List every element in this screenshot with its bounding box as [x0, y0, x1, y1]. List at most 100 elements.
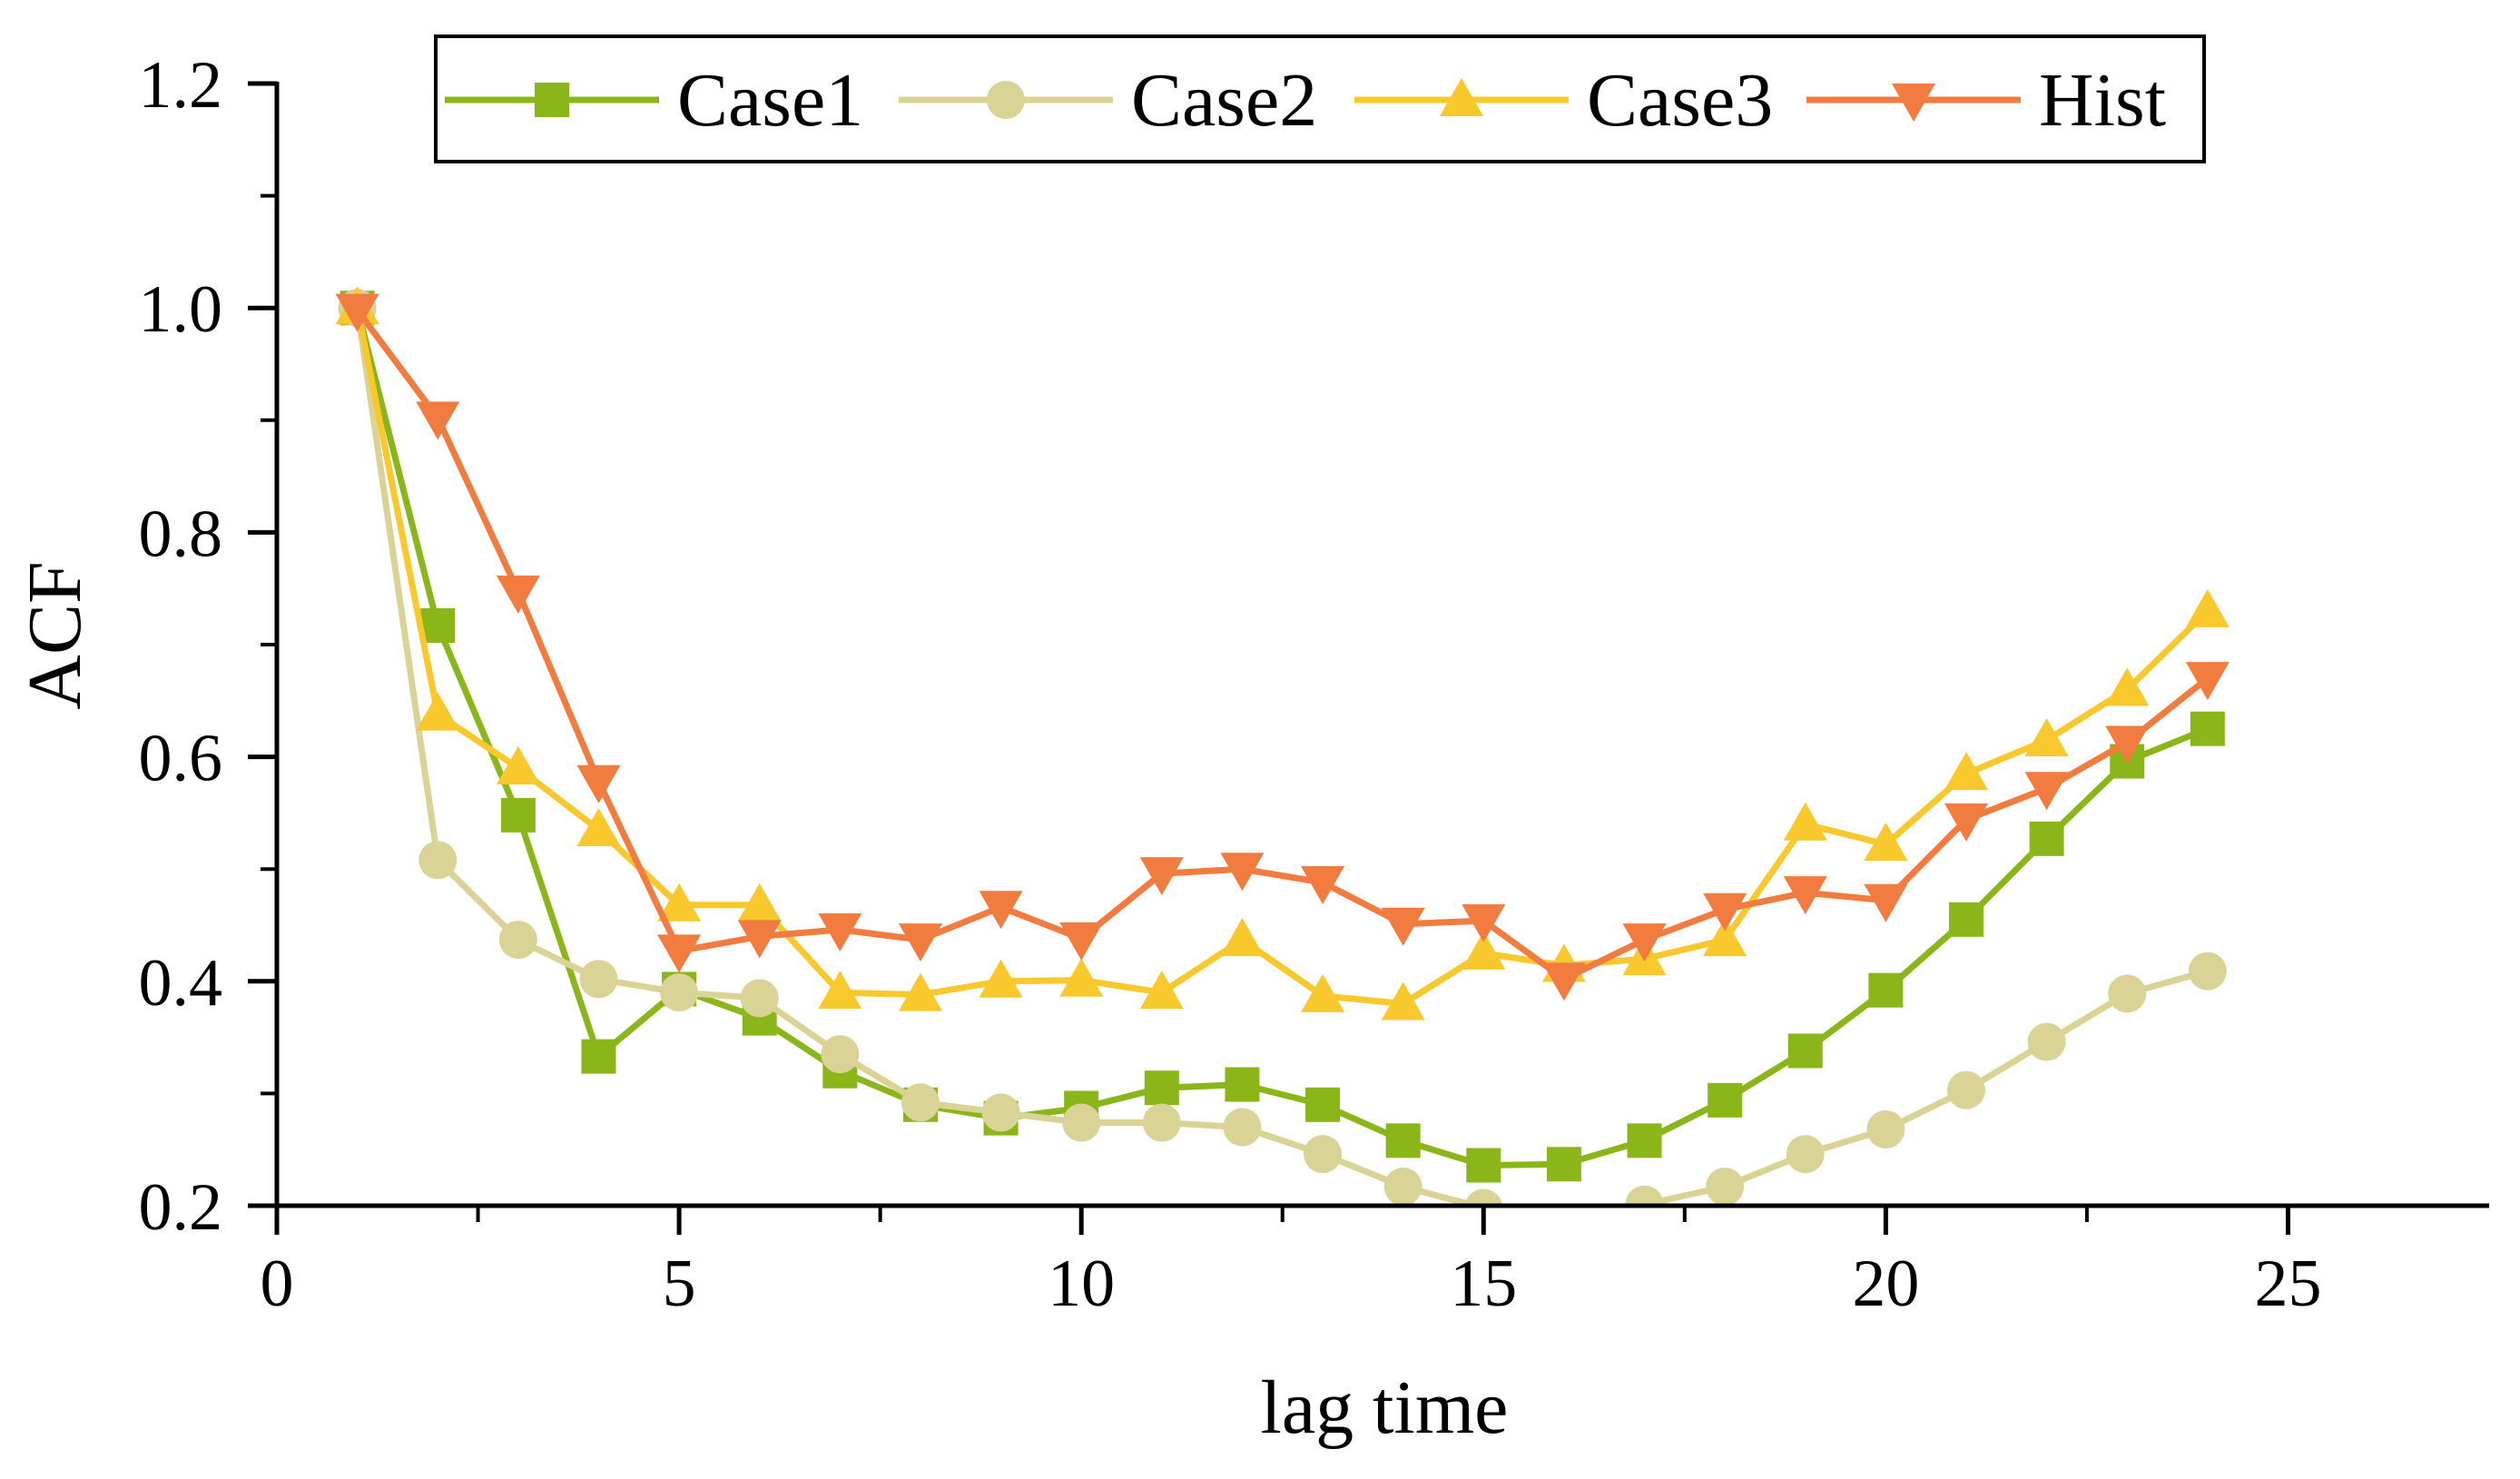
data-point-case3: [1301, 973, 1345, 1012]
data-point-case1: [1627, 1123, 1662, 1159]
data-point-case1: [1385, 1123, 1421, 1159]
data-point-hist: [1139, 857, 1184, 896]
data-point-case1: [500, 797, 536, 833]
data-point-case3: [1783, 802, 1827, 841]
data-point-case2: [1223, 1108, 1262, 1147]
data-point-case3: [1703, 918, 1747, 957]
data-point-case2: [821, 1035, 860, 1074]
data-point-case2: [1304, 1135, 1343, 1174]
y-tick-label: 1.0: [139, 272, 223, 347]
x-tick-label: 0: [261, 1247, 294, 1321]
data-point-case2: [579, 960, 618, 999]
data-point-case1: [420, 607, 456, 643]
data-point-case3: [2185, 588, 2230, 627]
y-tick-label: 1.2: [139, 48, 223, 123]
series-line-hist: [354, 308, 2210, 982]
data-point-hist: [818, 912, 862, 951]
data-point-case2: [2027, 1022, 2066, 1061]
data-point-case3: [818, 971, 862, 1010]
legend-marker: [1440, 78, 1483, 116]
data-point-case1: [1225, 1067, 1260, 1102]
data-point-case1: [1546, 1147, 1581, 1182]
data-point-case1: [1144, 1070, 1179, 1106]
data-point-hist: [1462, 904, 1506, 943]
legend-marker: [535, 83, 569, 117]
data-point-hist: [1220, 853, 1265, 892]
data-point-hist: [576, 764, 621, 804]
data-point-case2: [1545, 1215, 1583, 1253]
data-point-hist: [1059, 922, 1104, 961]
x-tick-label: 10: [1048, 1247, 1115, 1321]
y-tick-label: 0.6: [139, 722, 223, 796]
legend-label: Case3: [1587, 58, 1773, 143]
data-point-case1: [1466, 1148, 1501, 1183]
data-point-case2: [2108, 974, 2147, 1013]
data-point-case2: [740, 979, 779, 1018]
data-point-case3: [1462, 931, 1506, 970]
legend-marker: [987, 81, 1025, 119]
data-point-hist: [2185, 662, 2230, 701]
data-point-case1: [2029, 821, 2064, 856]
data-point-case2: [1786, 1135, 1825, 1174]
legend-item-hist: Hist: [1806, 58, 2166, 143]
data-point-case3: [2105, 667, 2150, 706]
legend-item-case1: Case1: [445, 58, 863, 143]
data-point-case2: [1464, 1188, 1503, 1206]
data-point-case2: [2188, 951, 2227, 991]
y-tick-label: 0.2: [139, 1170, 223, 1245]
data-point-case1: [581, 1039, 616, 1074]
data-point-hist: [416, 401, 460, 440]
data-point-hist: [1622, 923, 1667, 962]
data-point-case3: [898, 972, 942, 1011]
data-point-case1: [1305, 1087, 1341, 1122]
data-point-case3: [1139, 971, 1184, 1010]
data-point-hist: [1381, 907, 1425, 946]
legend-label: Case1: [677, 58, 863, 143]
data-point-case1: [1708, 1082, 1743, 1118]
series-case3: [335, 286, 2230, 1021]
series-line-case1: [354, 307, 2210, 1168]
legend: Case1 Case2 Case3 Hist: [434, 35, 2206, 163]
x-tick-label: 5: [663, 1247, 696, 1321]
data-point-case3: [576, 807, 621, 846]
data-point-case3: [2024, 718, 2069, 757]
data-point-hist: [2105, 725, 2150, 764]
data-point-case2: [1062, 1103, 1101, 1142]
series-case2: [338, 289, 2227, 1253]
axes-layer: 0 5 10 15 20 25 0.2 0.4 0.6 0.8 1.0 1.2: [139, 48, 2489, 1321]
data-point-hist: [335, 293, 379, 332]
legend-label: Case2: [1131, 58, 1317, 143]
x-tick-label: 15: [1450, 1247, 1517, 1321]
data-point-case3: [1381, 981, 1425, 1021]
y-tick-label: 0.4: [139, 946, 223, 1021]
series-hist: [335, 293, 2230, 1001]
data-point-case1: [1948, 902, 1984, 937]
data-point-case1: [1868, 972, 1904, 1008]
data-point-case3: [737, 882, 782, 922]
legend-item-case3: Case3: [1354, 58, 1773, 143]
data-point-hist: [1541, 962, 1586, 1001]
data-point-case2: [1866, 1109, 1905, 1149]
data-point-hist: [2024, 772, 2069, 811]
data-point-case3: [657, 882, 702, 922]
data-point-case2: [1142, 1103, 1181, 1142]
y-tick-label: 0.8: [139, 497, 223, 571]
data-point-hist: [979, 891, 1023, 930]
data-point-hist: [1944, 803, 1988, 842]
data-point-case2: [498, 921, 537, 960]
data-point-case3: [1059, 958, 1104, 997]
data-point-case1: [1787, 1033, 1823, 1069]
data-point-case2: [901, 1083, 940, 1122]
data-point-case3: [1220, 918, 1265, 957]
x-tick-label: 25: [2254, 1247, 2321, 1321]
data-point-case3: [496, 745, 540, 784]
data-point-case3: [1944, 752, 1988, 791]
data-point-case3: [979, 959, 1023, 998]
data-point-case2: [1625, 1185, 1664, 1206]
data-point-case3: [416, 692, 460, 731]
data-point-hist: [1864, 883, 1908, 922]
data-point-hist: [1703, 892, 1747, 932]
data-point-hist: [898, 923, 942, 962]
